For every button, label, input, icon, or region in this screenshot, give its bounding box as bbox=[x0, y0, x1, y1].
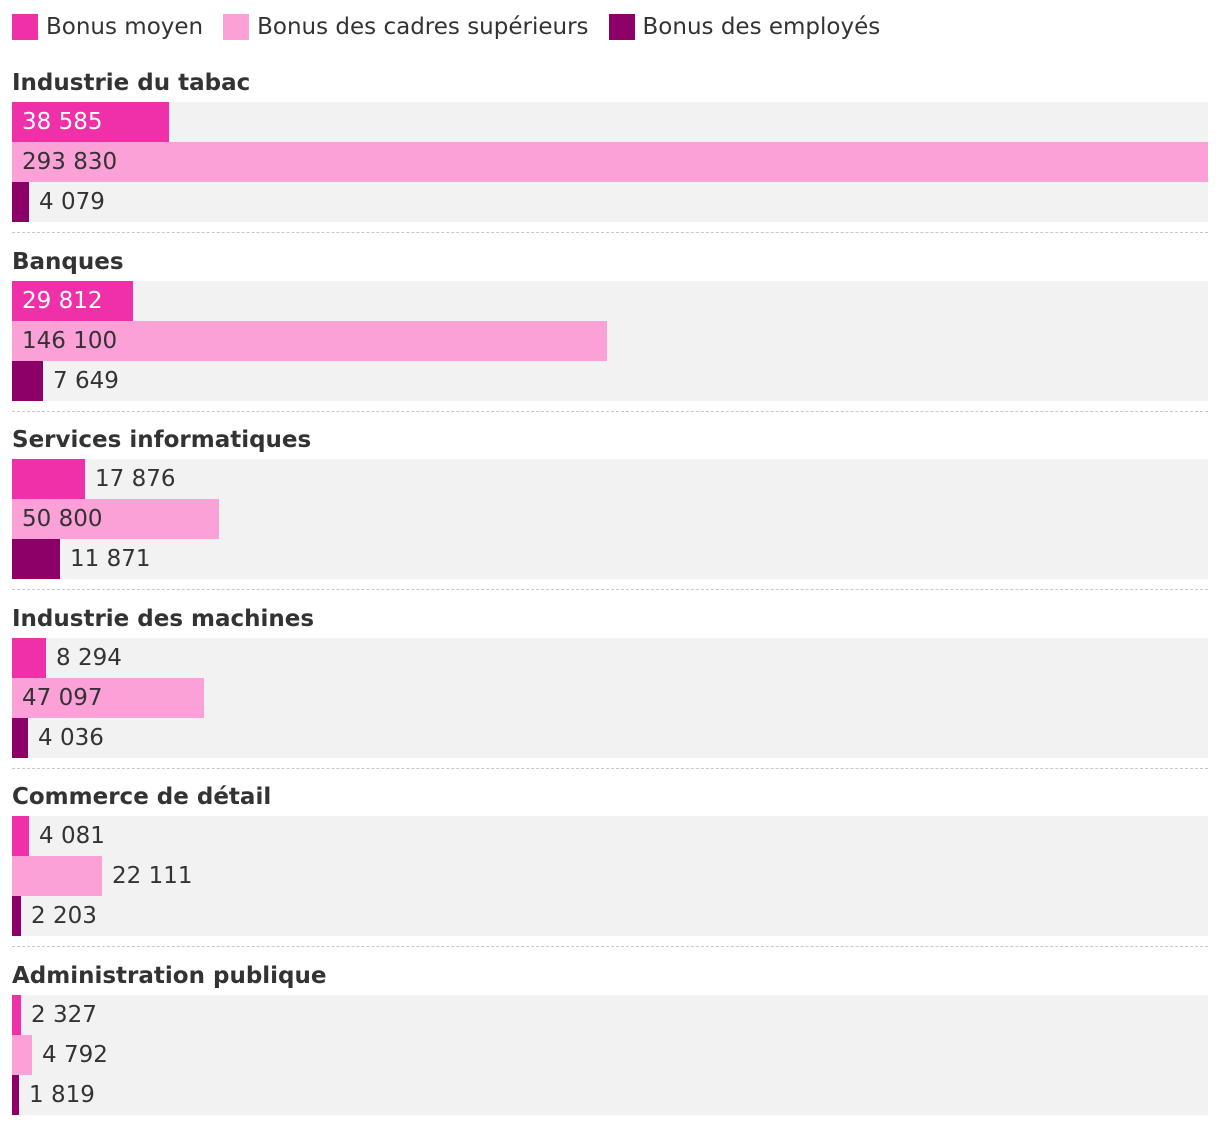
legend-label: Bonus moyen bbox=[46, 14, 204, 40]
bar-bonus-des-employes[interactable] bbox=[12, 896, 21, 936]
category-label: Services informatiques bbox=[12, 427, 312, 453]
category-group-industrie-du-tabac: Industrie du tabac 38 585 293 830 4 079 bbox=[12, 68, 1208, 234]
bar-bonus-des-employes[interactable] bbox=[12, 361, 43, 401]
category-separator bbox=[12, 589, 1208, 590]
data-label: 47 097 bbox=[22, 685, 103, 711]
data-label: 17 876 bbox=[95, 466, 176, 492]
legend-label: Bonus des cadres supérieurs bbox=[257, 14, 589, 40]
bar-bonus-des-cadres-superieurs[interactable] bbox=[12, 321, 607, 361]
category-label: Administration publique bbox=[12, 963, 327, 989]
data-label: 4 081 bbox=[39, 823, 105, 849]
category-separator bbox=[12, 411, 1208, 412]
category-group-industrie-des-machines: Industrie des machines 8 294 47 097 4 036 bbox=[12, 604, 1208, 770]
bar-bonus-moyen[interactable] bbox=[12, 281, 133, 321]
category-group-administration-publique: Administration publique 2 327 4 792 1 819 bbox=[12, 961, 1208, 1127]
category-background bbox=[12, 995, 1208, 1115]
category-separator bbox=[12, 768, 1208, 769]
legend-item-bonus-employes[interactable]: Bonus des employés bbox=[608, 14, 881, 40]
category-separator bbox=[12, 232, 1208, 233]
bar-bonus-moyen[interactable] bbox=[12, 459, 85, 499]
data-label: 8 294 bbox=[56, 645, 122, 671]
data-label: 29 812 bbox=[22, 288, 103, 314]
category-background bbox=[12, 638, 1208, 758]
category-group-services-informatiques: Services informatiques 17 876 50 800 11 871 bbox=[12, 425, 1208, 591]
bar-bonus-des-cadres-superieurs[interactable] bbox=[12, 856, 102, 896]
category-label: Banques bbox=[12, 249, 124, 275]
data-label: 22 111 bbox=[112, 863, 193, 889]
legend-item-bonus-moyen[interactable]: Bonus moyen bbox=[12, 14, 203, 40]
bar-bonus-des-employes[interactable] bbox=[12, 539, 60, 579]
bar-bonus-des-employes[interactable] bbox=[12, 182, 29, 222]
category-separator bbox=[12, 946, 1208, 947]
data-label: 2 203 bbox=[31, 903, 97, 929]
legend-swatch bbox=[608, 14, 635, 40]
bar-bonus-des-cadres-superieurs[interactable] bbox=[12, 678, 204, 718]
category-label: Commerce de détail bbox=[12, 784, 272, 810]
category-group-banques: Banques 29 812 146 100 7 649 bbox=[12, 247, 1208, 413]
category-label: Industrie des machines bbox=[12, 606, 315, 632]
bar-bonus-des-employes[interactable] bbox=[12, 1075, 19, 1115]
legend-swatch bbox=[223, 14, 250, 40]
chart-legend: Bonus moyen Bonus des cadres supérieurs … bbox=[12, 10, 900, 44]
data-label: 38 585 bbox=[22, 109, 103, 135]
bar-bonus-moyen[interactable] bbox=[12, 995, 21, 1035]
data-label: 293 830 bbox=[22, 149, 118, 175]
data-label: 1 819 bbox=[29, 1082, 95, 1108]
category-background bbox=[12, 816, 1208, 936]
bar-bonus-des-employes[interactable] bbox=[12, 718, 28, 758]
category-group-commerce-de-detail: Commerce de détail 4 081 22 111 2 203 bbox=[12, 782, 1208, 948]
data-label: 11 871 bbox=[70, 546, 151, 572]
legend-label: Bonus des employés bbox=[642, 14, 881, 40]
bar-bonus-moyen[interactable] bbox=[12, 816, 29, 856]
bar-bonus-des-cadres-superieurs[interactable] bbox=[12, 142, 1208, 182]
data-label: 2 327 bbox=[31, 1002, 97, 1028]
legend-swatch bbox=[12, 14, 38, 40]
legend-item-bonus-cadres[interactable]: Bonus des cadres supérieurs bbox=[223, 14, 589, 40]
data-label: 4 792 bbox=[42, 1042, 108, 1068]
category-label: Industrie du tabac bbox=[12, 70, 251, 96]
data-label: 50 800 bbox=[22, 506, 103, 532]
data-label: 146 100 bbox=[22, 328, 118, 354]
data-label: 7 649 bbox=[53, 368, 119, 394]
bar-bonus-des-cadres-superieurs[interactable] bbox=[12, 1035, 32, 1075]
bar-bonus-moyen[interactable] bbox=[12, 638, 46, 678]
bar-bonus-des-cadres-superieurs[interactable] bbox=[12, 499, 219, 539]
data-label: 4 079 bbox=[39, 189, 105, 215]
bar-bonus-moyen[interactable] bbox=[12, 102, 169, 142]
data-label: 4 036 bbox=[38, 725, 104, 751]
